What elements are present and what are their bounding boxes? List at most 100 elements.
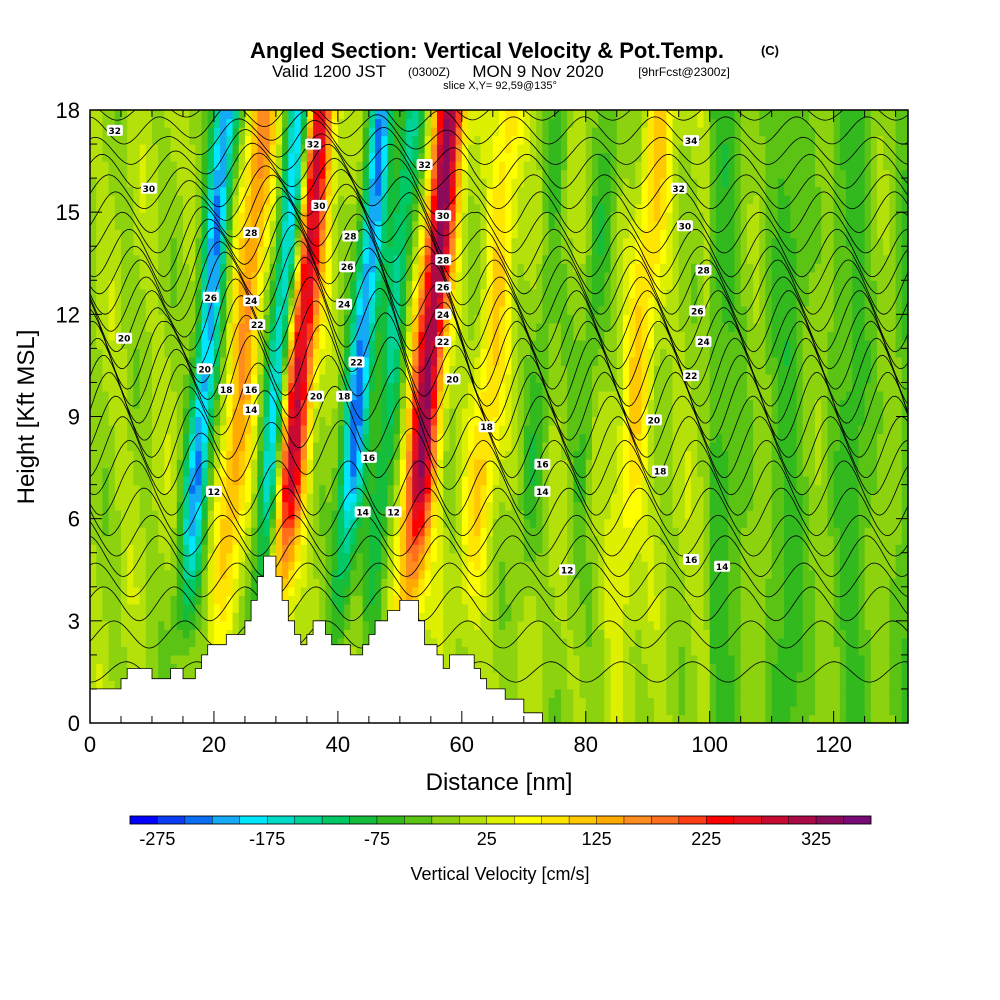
velocity-cell (647, 663, 655, 673)
velocity-cell (635, 714, 643, 723)
velocity-cell (653, 552, 661, 562)
velocity-cell (381, 527, 389, 537)
velocity-cell (846, 714, 853, 723)
velocity-cell (455, 620, 463, 630)
velocity-cell (567, 535, 574, 545)
velocity-cell (536, 629, 543, 639)
velocity-cell (443, 586, 451, 596)
velocity-cell (585, 544, 593, 554)
velocity-cell (220, 476, 227, 486)
velocity-cell (585, 425, 593, 435)
velocity-cell (548, 425, 556, 435)
velocity-cell (176, 663, 184, 673)
velocity-cell (244, 416, 252, 426)
velocity-cell (114, 450, 122, 460)
velocity-cell (424, 399, 432, 409)
velocity-cell (517, 663, 525, 673)
velocity-cell (672, 578, 680, 588)
velocity-cell (158, 654, 165, 664)
velocity-cell (610, 705, 618, 716)
velocity-cell (610, 586, 618, 596)
velocity-cell (275, 467, 283, 477)
velocity-cell (635, 535, 643, 545)
velocity-cell (275, 442, 283, 452)
velocity-cell (753, 561, 760, 571)
velocity-cell (356, 603, 364, 613)
velocity-cell (722, 510, 729, 520)
velocity-cell (399, 561, 407, 571)
velocity-cell (765, 433, 773, 443)
velocity-cell (387, 416, 395, 426)
velocity-cell (461, 416, 469, 426)
velocity-cell (567, 663, 574, 673)
velocity-cell (635, 510, 643, 520)
velocity-cell (864, 493, 872, 503)
velocity-cell (728, 646, 736, 656)
velocity-cell (182, 501, 190, 511)
velocity-cell (114, 535, 122, 545)
velocity-cell (846, 620, 853, 630)
velocity-cell (852, 442, 860, 452)
velocity-cell (759, 535, 767, 545)
velocity-cell (672, 612, 680, 622)
velocity-cell (697, 688, 705, 699)
velocity-cell (158, 442, 165, 452)
velocity-cell (499, 620, 506, 630)
velocity-cell (511, 544, 519, 554)
velocity-cell (641, 578, 649, 588)
velocity-cell (381, 416, 389, 426)
velocity-cell (740, 671, 748, 682)
velocity-cell (207, 578, 215, 588)
velocity-cell (684, 467, 692, 477)
velocity-cell (300, 450, 308, 460)
velocity-cell (90, 442, 97, 452)
velocity-cell (499, 654, 506, 664)
velocity-cell (746, 484, 754, 494)
velocity-cell (529, 552, 537, 562)
velocity-cell (480, 646, 488, 656)
velocity-cell (877, 425, 884, 435)
velocity-cell (858, 697, 866, 707)
velocity-cell (703, 646, 711, 656)
velocity-cell (362, 416, 370, 426)
velocity-cell (846, 569, 853, 579)
velocity-cell (604, 518, 612, 528)
velocity-cell (511, 535, 519, 545)
velocity-cell (251, 433, 258, 443)
velocity-cell (127, 561, 134, 571)
velocity-cell (573, 629, 581, 639)
velocity-cell (722, 637, 729, 647)
velocity-cell (777, 612, 785, 622)
velocity-cell (839, 544, 847, 554)
velocity-cell (170, 501, 178, 511)
velocity-cell (325, 433, 333, 443)
velocity-cell (102, 646, 110, 656)
velocity-cell (368, 569, 376, 579)
velocity-cell (151, 629, 159, 639)
velocity-cell (424, 569, 432, 579)
velocity-cell (715, 688, 723, 699)
velocity-cell (610, 688, 618, 699)
velocity-cell (616, 459, 624, 469)
velocity-cell (455, 629, 463, 639)
velocity-cell (827, 467, 835, 477)
velocity-cell (387, 578, 395, 588)
velocity-cell (412, 535, 420, 545)
velocity-cell (740, 501, 748, 511)
velocity-cell (895, 407, 903, 418)
velocity-cell (734, 459, 742, 469)
velocity-cell (616, 501, 624, 511)
velocity-cell (703, 620, 711, 630)
velocity-cell (889, 578, 897, 588)
velocity-cell (350, 646, 358, 656)
velocity-cell (734, 561, 742, 571)
velocity-cell (895, 637, 903, 647)
velocity-cell (275, 535, 283, 545)
velocity-cell (697, 527, 705, 537)
velocity-cell (536, 637, 543, 647)
velocity-cell (375, 595, 382, 605)
velocity-cell (319, 510, 327, 520)
velocity-cell (331, 544, 339, 554)
velocity-cell (517, 493, 525, 503)
velocity-cell (802, 527, 810, 537)
